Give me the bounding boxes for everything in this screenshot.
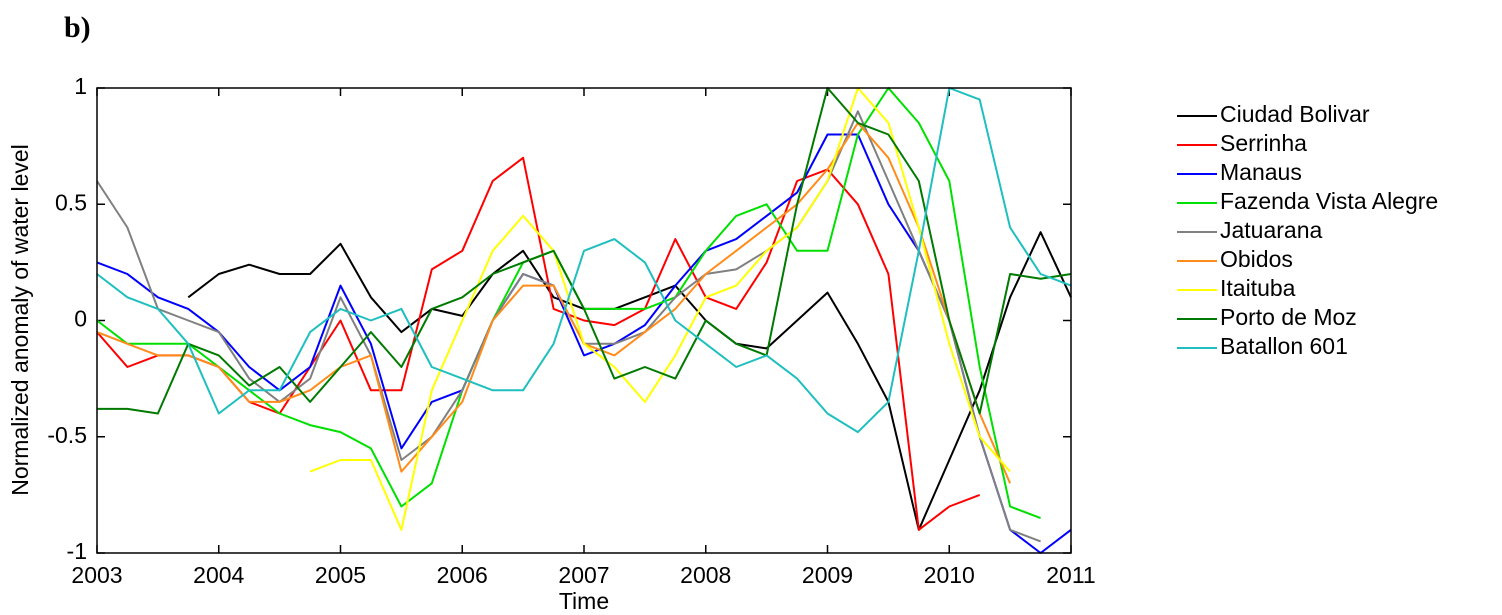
x-axis-label: Time [559,588,609,614]
legend-label: Manaus [1220,159,1302,185]
legend-label: Batallon 601 [1220,333,1348,359]
x-tick-label: 2003 [71,562,122,588]
x-tick-label: 2005 [315,562,366,588]
x-tick-label: 2010 [924,562,975,588]
y-tick-label: 0.5 [55,189,87,215]
x-tick-label: 2008 [680,562,731,588]
legend-label: Porto de Moz [1220,304,1357,330]
series-line [96,87,1072,434]
y-tick-label: -0.5 [47,422,87,448]
x-tick-label: 2007 [558,562,609,588]
y-tick-label: -1 [67,538,87,564]
series-line [187,231,1072,531]
y-axis-label: Normalized anomaly of water level [7,144,33,496]
x-tick-label: 2011 [1046,562,1095,588]
series-line [309,87,1011,531]
series-line [96,133,1072,554]
x-tick-label: 2006 [437,562,488,588]
x-tick-label: 2009 [802,562,853,588]
y-tick-label: 1 [74,73,87,99]
series-line [97,87,1072,415]
legend-label: Serrinha [1220,130,1307,156]
y-tick-label: 0 [74,306,87,332]
legend-label: Fazenda Vista Alegre [1220,188,1438,214]
axes-box [96,87,1072,554]
x-tick-label: 2004 [193,562,244,588]
legend-label: Jatuarana [1220,217,1323,243]
legend-label: Obidos [1220,246,1293,272]
legend-label: Itaituba [1220,275,1296,301]
legend-label: Ciudad Bolivar [1220,101,1370,127]
chart-title: b) [64,11,91,44]
